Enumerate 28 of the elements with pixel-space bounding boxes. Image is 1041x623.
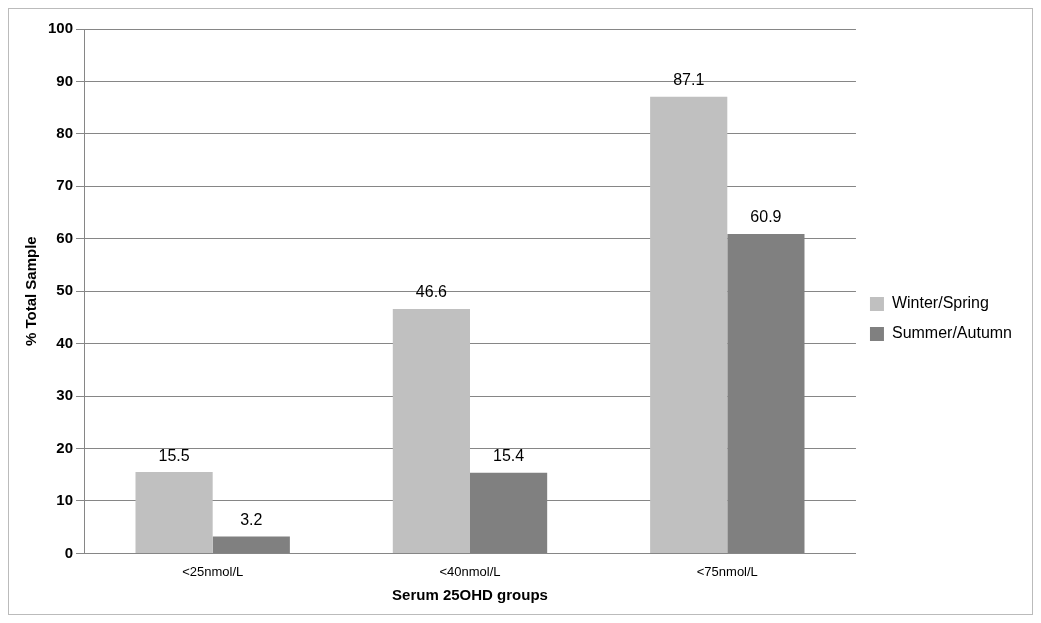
x-tick-label: <25nmol/L — [182, 563, 244, 579]
y-tick-label: 80 — [56, 124, 74, 142]
bar — [212, 536, 290, 553]
data-label: 3.2 — [240, 511, 263, 529]
data-label: 60.9 — [750, 208, 782, 226]
x-tick-label: <75nmol/L — [696, 563, 758, 579]
y-tick-label: 70 — [56, 176, 74, 194]
y-tick-label: 20 — [56, 438, 74, 456]
x-axis-title: Serum 25OHD groups — [392, 586, 548, 604]
y-tick-label: 30 — [56, 386, 74, 404]
data-label: 46.6 — [415, 283, 448, 301]
y-tick-label: 50 — [56, 281, 74, 299]
y-tick-label: 10 — [56, 491, 74, 509]
x-tick-label: <40nmol/L — [439, 563, 501, 579]
y-tick-label: 100 — [48, 19, 74, 37]
data-label: 15.4 — [493, 447, 525, 465]
bar — [392, 309, 470, 553]
y-tick-label: 0 — [64, 543, 74, 561]
legend-label: Summer/Autumn — [891, 324, 1013, 342]
y-tick-label: 90 — [56, 71, 74, 89]
y-axis-title: % Total Sample — [22, 236, 40, 347]
y-tick-label: 60 — [56, 228, 74, 246]
data-label: 15.5 — [158, 446, 190, 464]
legend-label: Winter/Spring — [891, 294, 989, 312]
data-label: 87.1 — [673, 71, 705, 89]
y-tick-label: 40 — [56, 333, 74, 351]
bar — [650, 96, 728, 553]
bar — [135, 472, 213, 553]
